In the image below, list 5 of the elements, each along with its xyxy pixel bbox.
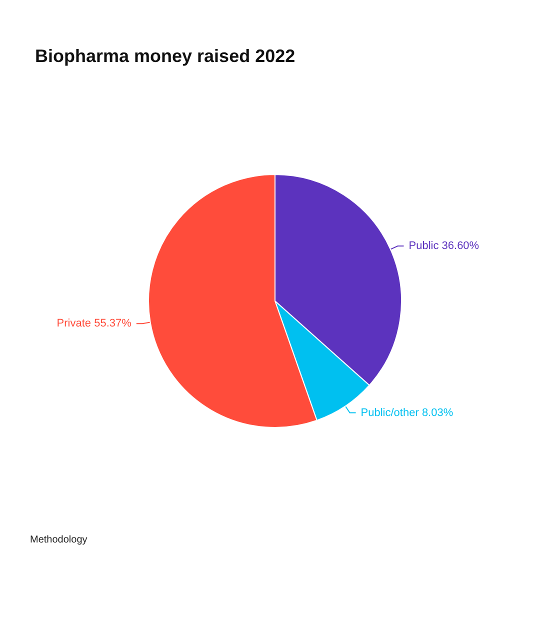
chart-title: Biopharma money raised 2022 [35, 46, 296, 66]
slice-label: Private 55.37% [56, 318, 132, 330]
slice-label: Public/other 8.03% [360, 406, 454, 419]
slice-label: Public 36.60% [408, 240, 480, 252]
text: Methodology [30, 534, 88, 546]
